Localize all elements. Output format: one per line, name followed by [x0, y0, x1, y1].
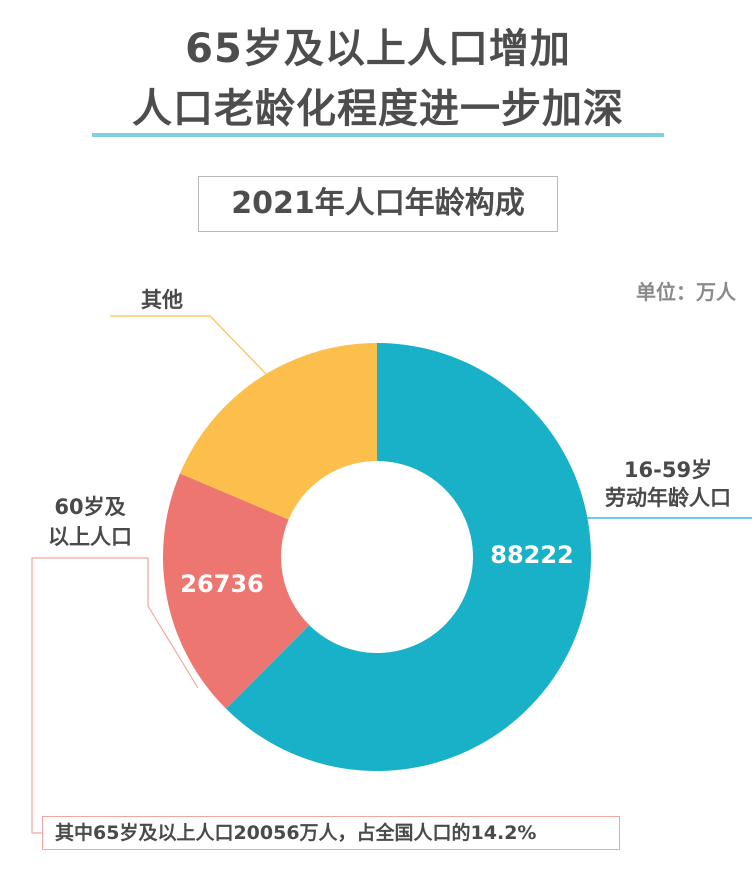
donut-slice-2 — [179, 343, 377, 520]
page-title-line-2: 人口老龄化程度进一步加深 — [132, 86, 624, 132]
category-label-1-line-0: 60岁及 — [54, 495, 126, 519]
footnote-box: 其中65岁及以上人口20056万人，占全国人口的14.2% — [42, 816, 620, 850]
donut-slice-1 — [162, 473, 310, 709]
donut-slice-0 — [226, 343, 592, 771]
category-label-0-line-1: 劳动年龄人口 — [605, 486, 731, 510]
slice-value-label-0: 88222 — [490, 541, 574, 569]
leader-line-2 — [110, 315, 271, 379]
page-title-line-1: 65岁及以上人口增加 — [185, 26, 571, 72]
chart-title: 2021年人口年龄构成 — [198, 176, 558, 232]
category-label-2-line-0: 其他 — [141, 288, 183, 312]
leader-line-1 — [31, 557, 199, 834]
category-label-0-line-0: 16-59岁 — [624, 458, 712, 482]
slice-value-label-1: 26736 — [180, 570, 264, 598]
unit-label: 单位：万人 — [636, 280, 736, 304]
category-label-1-line-1: 以上人口 — [48, 525, 132, 549]
title-underline — [92, 133, 664, 137]
